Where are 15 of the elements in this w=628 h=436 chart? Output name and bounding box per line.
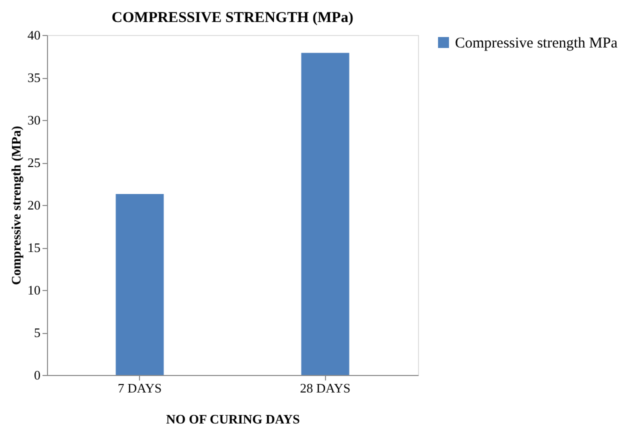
y-tick-label: 35 xyxy=(28,70,40,85)
y-tick-label: 40 xyxy=(28,28,40,42)
y-tick-label: 10 xyxy=(28,282,40,298)
x-tick-label: 7 DAYS xyxy=(118,380,162,396)
y-tick-label: 20 xyxy=(28,198,40,212)
y-tick-label: 25 xyxy=(28,155,40,170)
y-tick-label: 0 xyxy=(34,368,40,382)
chart-title: COMPRESSIVE STRENGTH (MPa) xyxy=(112,10,354,26)
y-tick-label: 30 xyxy=(28,112,40,128)
y-tick-label: 15 xyxy=(28,240,40,255)
legend-label: Compressive strength MPa xyxy=(455,36,618,52)
y-axis-title: Compressive strength (MPa) xyxy=(8,126,24,286)
x-tick-label: 28 DAYS xyxy=(300,380,350,396)
y-tick-label: 5 xyxy=(34,325,40,340)
x-axis-title: NO OF CURING DAYS xyxy=(166,412,300,426)
